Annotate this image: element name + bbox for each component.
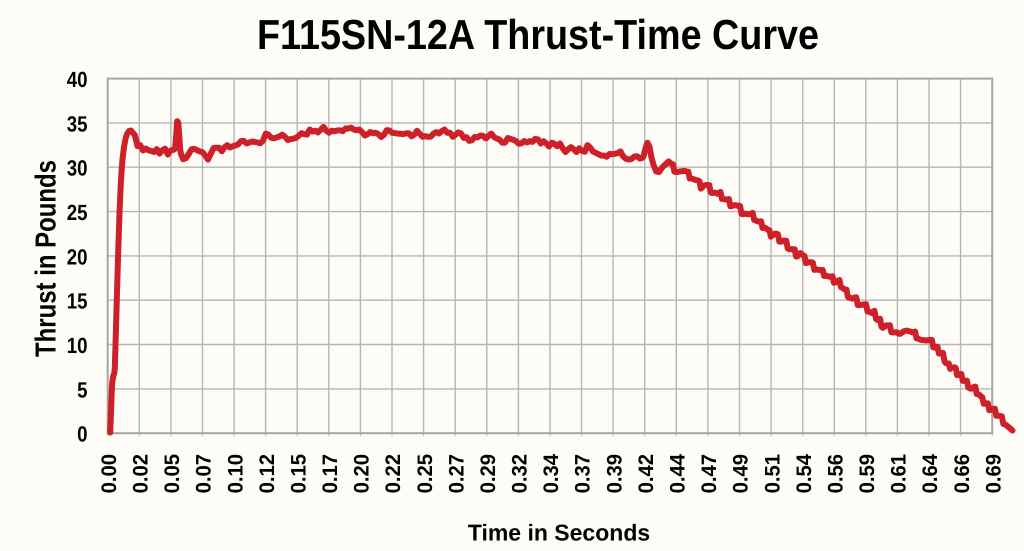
svg-text:0.02: 0.02 bbox=[130, 454, 153, 494]
svg-text:15: 15 bbox=[67, 289, 88, 314]
svg-text:25: 25 bbox=[67, 200, 88, 225]
svg-text:10: 10 bbox=[67, 333, 88, 358]
svg-text:0.54: 0.54 bbox=[793, 454, 816, 494]
svg-text:0.05: 0.05 bbox=[161, 454, 184, 494]
svg-text:0.15: 0.15 bbox=[287, 454, 310, 494]
svg-text:0.44: 0.44 bbox=[667, 454, 690, 494]
svg-text:0.10: 0.10 bbox=[224, 454, 247, 494]
svg-text:0: 0 bbox=[77, 422, 87, 447]
svg-text:0.25: 0.25 bbox=[414, 454, 437, 494]
svg-text:30: 30 bbox=[67, 156, 88, 181]
svg-text:0.51: 0.51 bbox=[761, 454, 784, 494]
svg-text:0.59: 0.59 bbox=[856, 454, 879, 494]
svg-text:0.42: 0.42 bbox=[635, 454, 658, 494]
svg-text:20: 20 bbox=[67, 244, 88, 269]
svg-text:0.07: 0.07 bbox=[193, 454, 216, 494]
svg-text:0.56: 0.56 bbox=[825, 454, 848, 494]
svg-text:0.49: 0.49 bbox=[730, 454, 753, 494]
svg-text:5: 5 bbox=[77, 377, 87, 402]
svg-text:0.29: 0.29 bbox=[477, 454, 500, 494]
svg-text:0.12: 0.12 bbox=[256, 454, 279, 494]
svg-text:0.17: 0.17 bbox=[319, 454, 342, 494]
svg-text:0.32: 0.32 bbox=[509, 454, 532, 494]
svg-text:0.64: 0.64 bbox=[919, 454, 942, 494]
svg-text:Time in Seconds: Time in Seconds bbox=[468, 520, 650, 546]
svg-text:0.22: 0.22 bbox=[382, 454, 405, 494]
svg-text:0.47: 0.47 bbox=[698, 454, 721, 494]
svg-text:40: 40 bbox=[67, 67, 88, 92]
svg-text:0.61: 0.61 bbox=[888, 454, 911, 494]
svg-text:Thrust in Pounds: Thrust in Pounds bbox=[31, 160, 63, 357]
svg-text:0.69: 0.69 bbox=[982, 454, 1005, 494]
svg-text:0.27: 0.27 bbox=[445, 454, 468, 494]
svg-text:F115SN-12A Thrust-Time Curve: F115SN-12A Thrust-Time Curve bbox=[257, 11, 819, 58]
svg-text:0.34: 0.34 bbox=[540, 454, 563, 494]
svg-text:0.39: 0.39 bbox=[603, 454, 626, 494]
svg-text:0.20: 0.20 bbox=[351, 454, 374, 494]
svg-text:0.37: 0.37 bbox=[572, 454, 595, 494]
svg-text:0.66: 0.66 bbox=[951, 454, 974, 494]
svg-text:0.00: 0.00 bbox=[98, 454, 121, 494]
svg-text:35: 35 bbox=[67, 111, 88, 136]
